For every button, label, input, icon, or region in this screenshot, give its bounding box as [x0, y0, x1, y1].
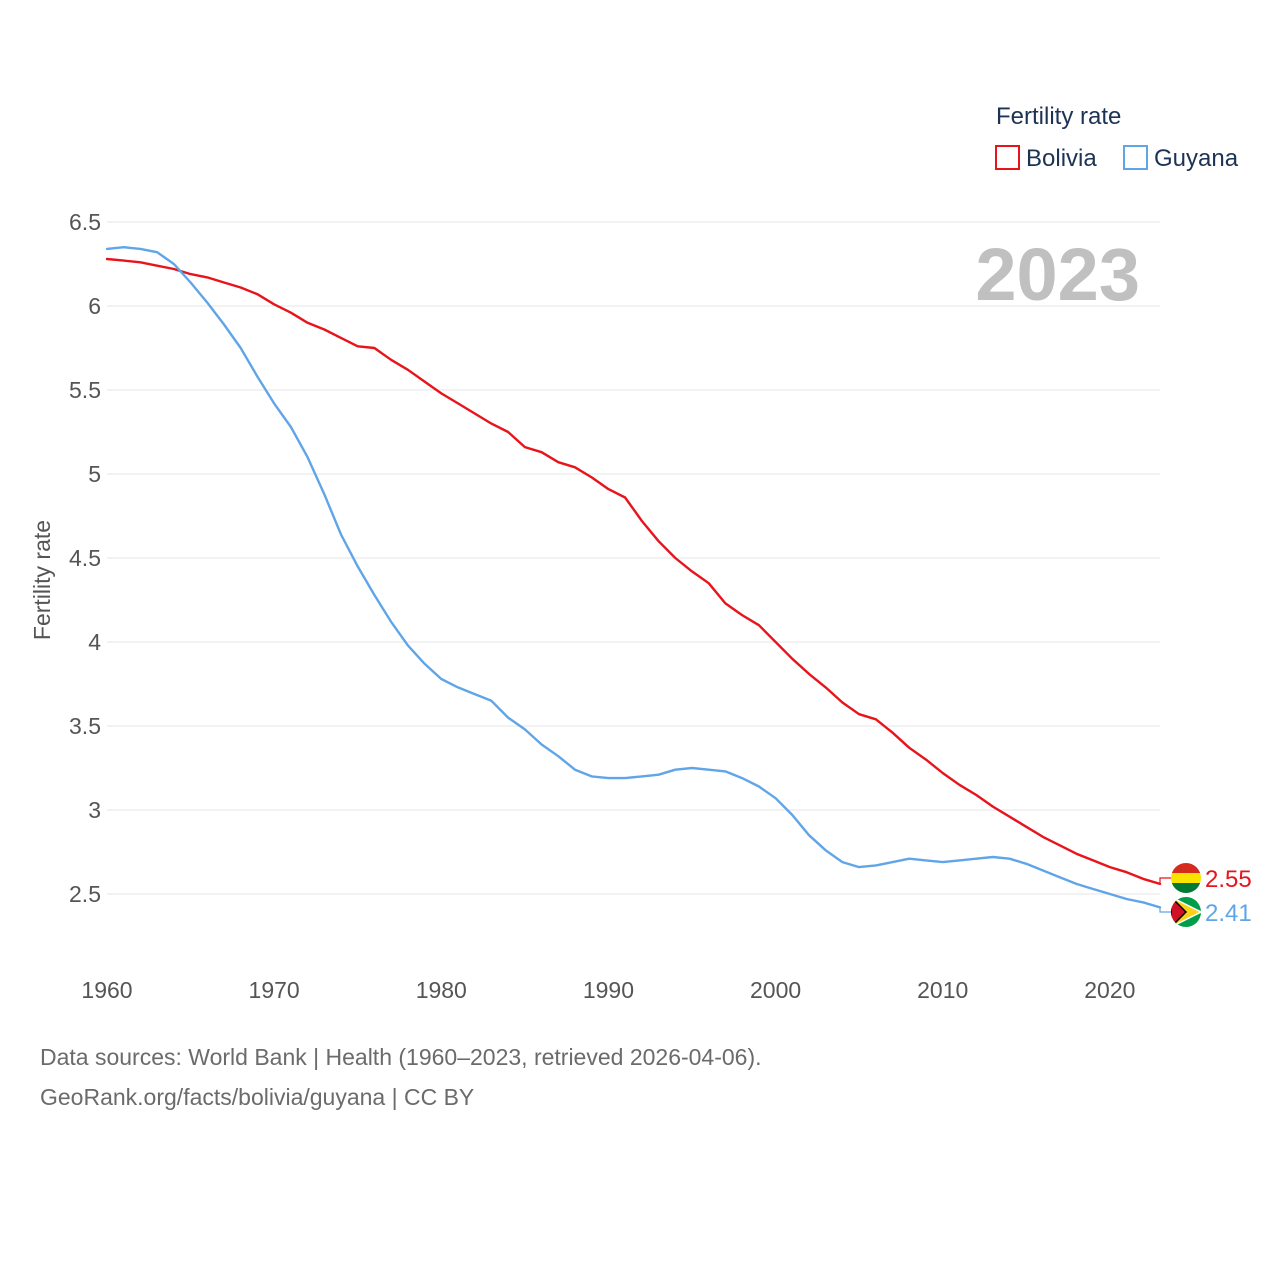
y-tick-label: 2.5 [69, 881, 101, 907]
y-axis-ticks: 2.5 3 3.5 4 4.5 5 5.5 6 6.5 [69, 209, 101, 907]
series-line-bolivia [105, 257, 1162, 886]
y-tick-label: 4 [88, 629, 101, 655]
y-tick-label: 6.5 [69, 209, 101, 235]
end-value-bolivia: 2.55 [1205, 866, 1252, 893]
x-axis-ticks: 1960 1970 1980 1990 2000 2010 2020 [81, 977, 1135, 1003]
legend-swatch-guyana [1123, 145, 1148, 170]
x-tick-label: 2010 [917, 977, 968, 1003]
legend-label-guyana: Guyana [1154, 145, 1239, 172]
y-tick-label: 6 [88, 293, 101, 319]
legend-title: Fertility rate [996, 103, 1121, 130]
x-tick-label: 1980 [416, 977, 467, 1003]
y-tick-label: 3.5 [69, 713, 101, 739]
y-tick-label: 4.5 [69, 545, 101, 571]
x-tick-label: 1990 [583, 977, 634, 1003]
x-tick-label: 1960 [81, 977, 132, 1003]
credit-link[interactable]: GeoRank.org/facts/bolivia/guyana | CC BY [40, 1084, 475, 1110]
data-source-text: Data sources: World Bank | Health (1960–… [40, 1044, 762, 1070]
bolivia-flag-icon [1171, 863, 1201, 893]
series-line-guyana [105, 245, 1162, 909]
x-tick-label: 2000 [750, 977, 801, 1003]
series-lines [105, 245, 1162, 909]
series-end-markers: 2.55 2.41 [1159, 863, 1252, 927]
y-axis-title: Fertility rate [29, 520, 55, 640]
x-tick-label: 1970 [249, 977, 300, 1003]
legend-label-bolivia: Bolivia [1026, 145, 1097, 172]
legend-swatch-bolivia [995, 145, 1020, 170]
y-tick-label: 5.5 [69, 377, 101, 403]
legend: Bolivia Guyana [995, 145, 1239, 172]
x-tick-label: 2020 [1084, 977, 1135, 1003]
end-value-guyana: 2.41 [1205, 900, 1252, 927]
year-label: 2023 [975, 233, 1140, 316]
y-tick-label: 5 [88, 461, 101, 487]
grid-lines [107, 221, 1160, 895]
guyana-flag-icon [1171, 897, 1201, 927]
connector-guyana [1159, 907, 1172, 913]
y-tick-label: 3 [88, 797, 101, 823]
connector-bolivia [1159, 877, 1172, 884]
